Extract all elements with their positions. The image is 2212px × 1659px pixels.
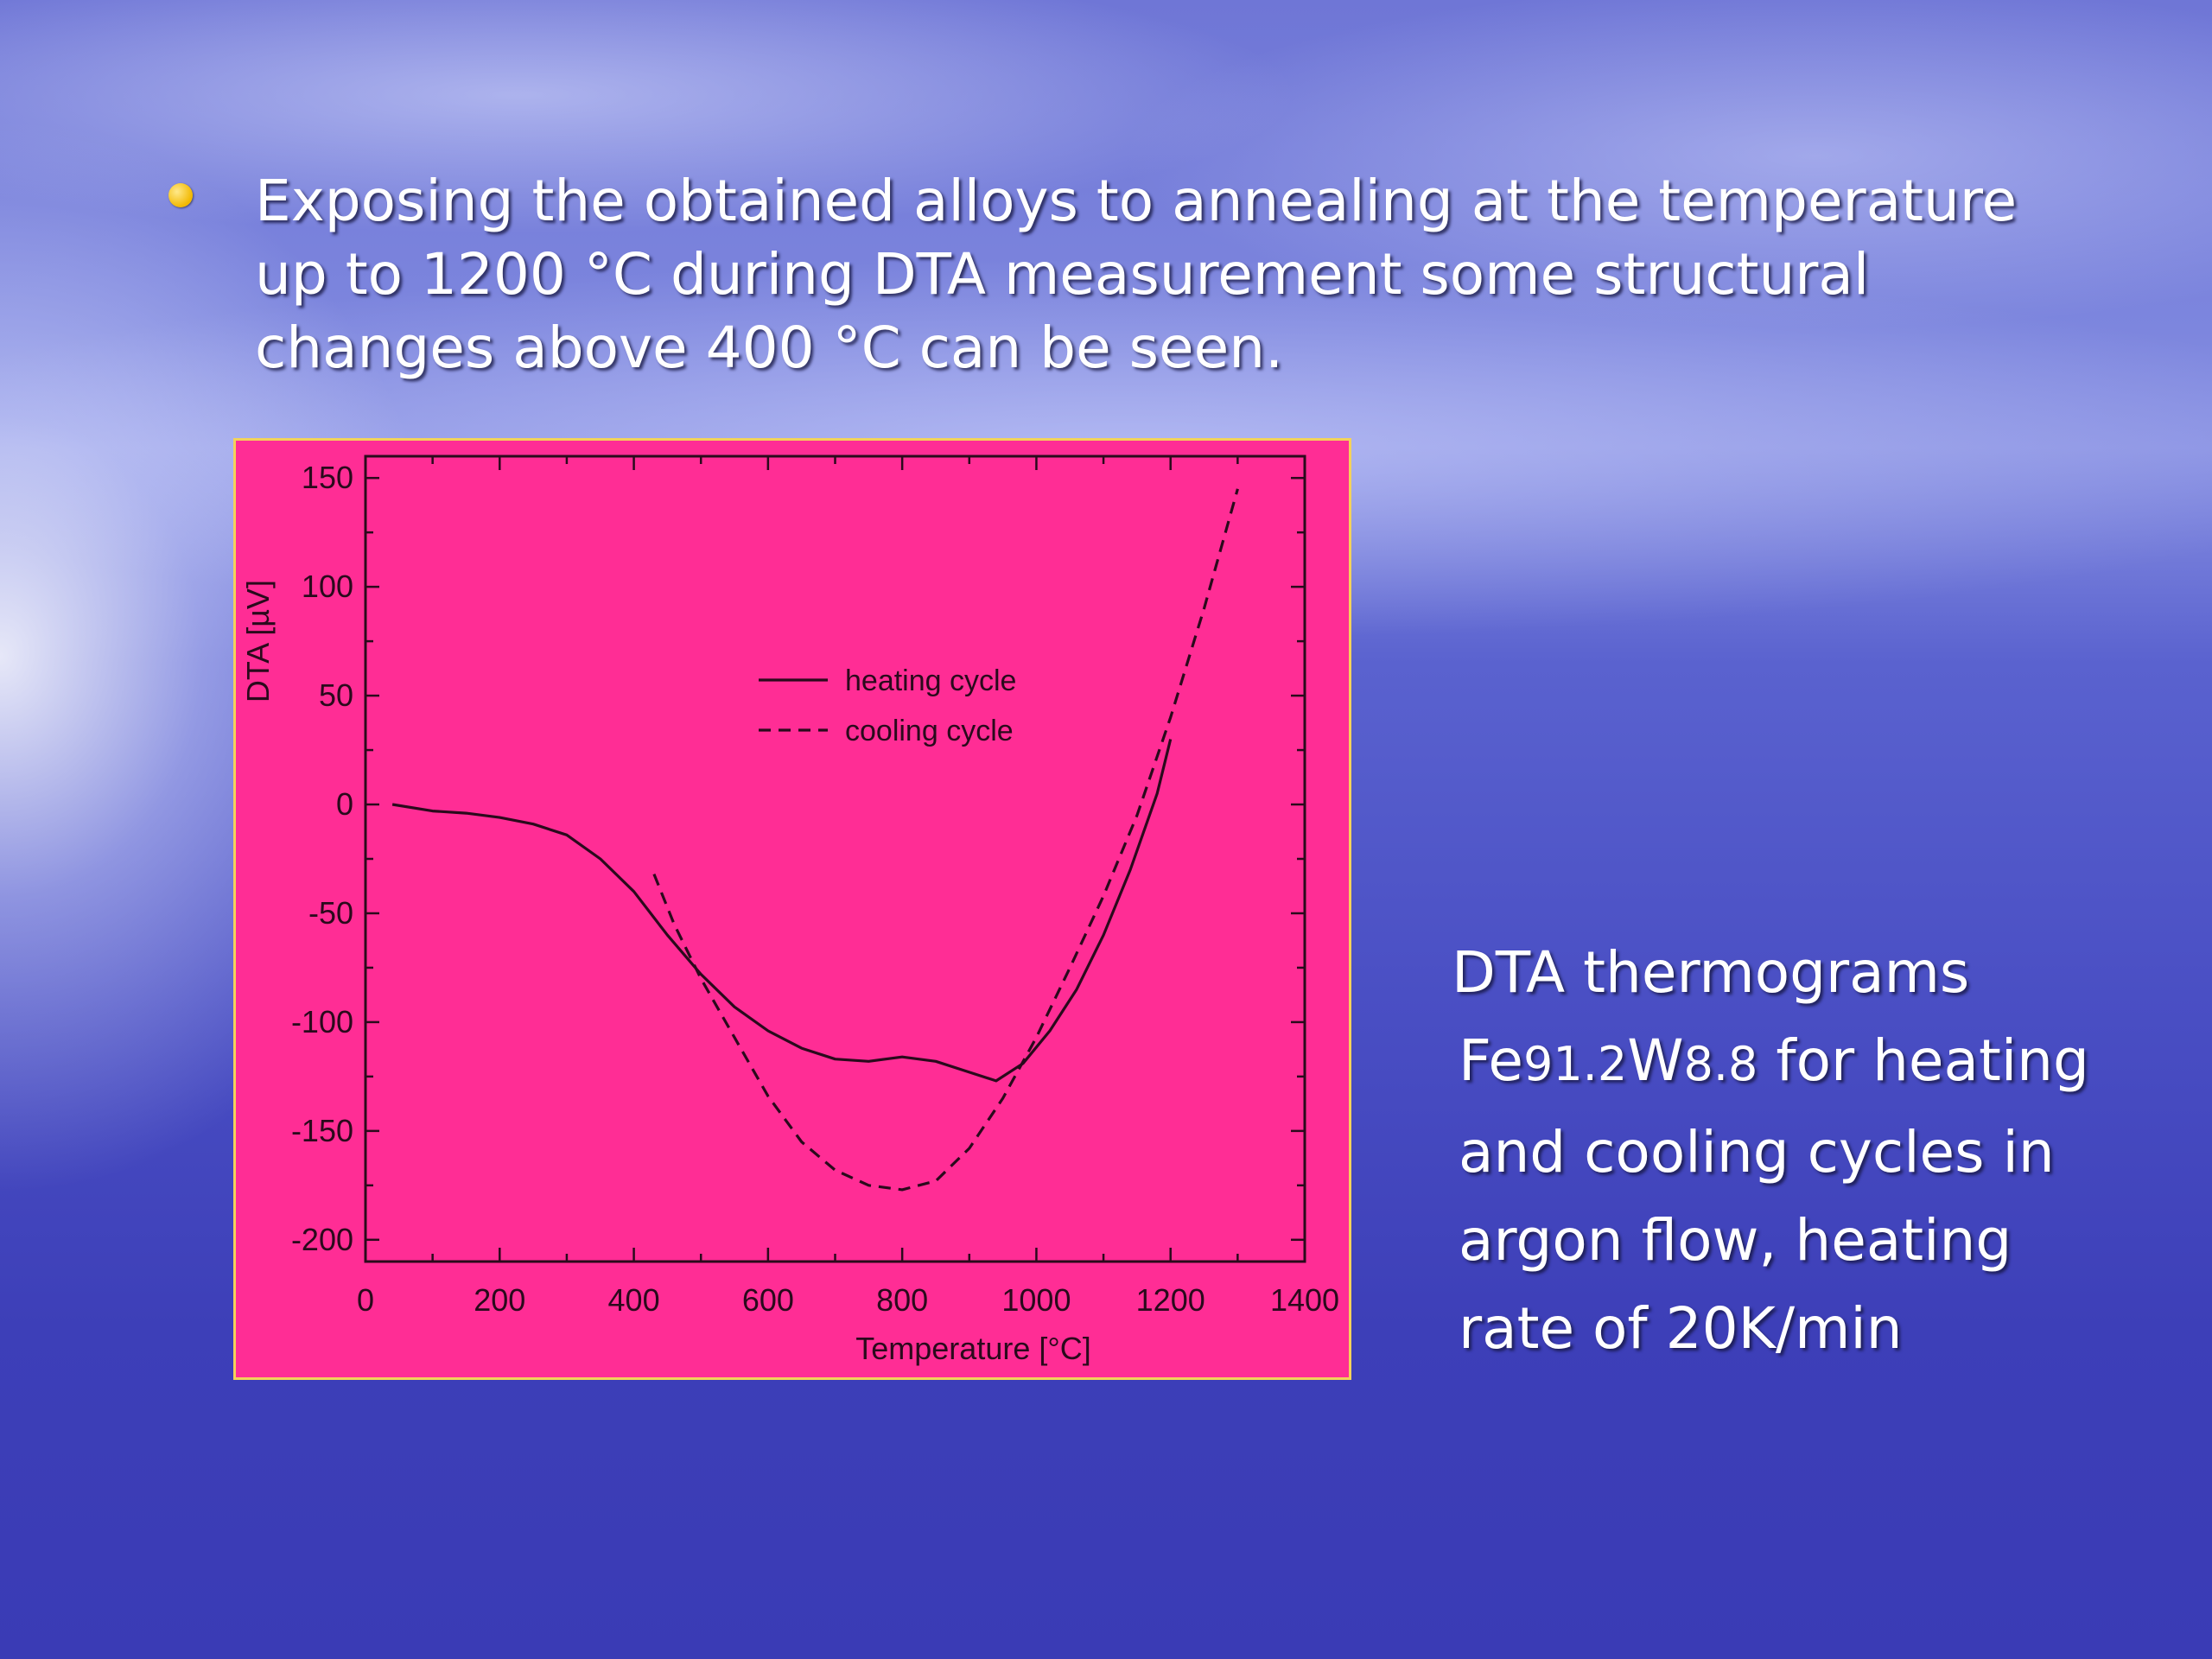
x-tick-label: 1000 — [1001, 1282, 1071, 1318]
caption-line-1: DTA thermograms — [1452, 939, 1970, 1006]
x-axis-label: Temperature [°C] — [855, 1331, 1091, 1366]
x-tick-label: 1200 — [1136, 1282, 1205, 1318]
x-tick-label: 400 — [608, 1282, 660, 1318]
y-tick-label: 50 — [319, 677, 353, 713]
bullet-icon — [168, 183, 193, 207]
x-tick-label: 600 — [742, 1282, 794, 1318]
series-line-heating — [391, 739, 1173, 1083]
plot-frame — [364, 454, 1306, 1263]
formula-fe: Fe — [1459, 1027, 1523, 1094]
x-tick-label: 800 — [876, 1282, 928, 1318]
x-tick-label: 1400 — [1270, 1282, 1339, 1318]
chart-caption: DTA thermograms Fe91.2W8.8 for heating a… — [1452, 929, 2143, 1373]
caption-line-4: argon flow, heating — [1459, 1207, 2012, 1274]
caption-line-2: Fe91.2W8.8 for heating — [1452, 1017, 2143, 1109]
formula-fe-subscript: 91.2 — [1522, 1037, 1628, 1091]
caption-line-3: and cooling cycles in — [1459, 1119, 2055, 1185]
y-tick-label: 0 — [336, 786, 353, 822]
legend-label-heating: heating cycle — [845, 664, 1016, 697]
series-line-cooling — [652, 488, 1239, 1192]
y-tick-label: -100 — [291, 1004, 353, 1039]
bullet-text: Exposing the obtained alloys to annealin… — [255, 168, 2018, 381]
y-tick-label: -150 — [291, 1113, 353, 1148]
legend-label-cooling: cooling cycle — [845, 715, 1014, 747]
formula-w-subscript: 8.8 — [1683, 1037, 1758, 1091]
x-tick-label: 0 — [357, 1282, 374, 1318]
dta-chart: 0 200 400 600 800 1000 1200 1400 -200 -150 -100 -50… — [233, 438, 1351, 1380]
bullet-block: Exposing the obtained alloys to annealin… — [168, 164, 2087, 385]
y-axis-label: DTA [µV] — [240, 580, 276, 702]
y-tick-label: -200 — [291, 1222, 353, 1257]
dta-chart-svg: 0 200 400 600 800 1000 1200 1400-200-150-100-50… — [240, 454, 1339, 1366]
y-tick-label: -50 — [308, 895, 353, 931]
y-tick-label: 100 — [302, 569, 353, 604]
caption-line-2-rest: for heating — [1758, 1027, 2089, 1094]
caption-line-5: rate of 20K/min — [1459, 1295, 1903, 1362]
y-tick-label: 150 — [302, 460, 353, 495]
x-tick-label: 200 — [474, 1282, 525, 1318]
formula-w: W — [1627, 1027, 1684, 1094]
